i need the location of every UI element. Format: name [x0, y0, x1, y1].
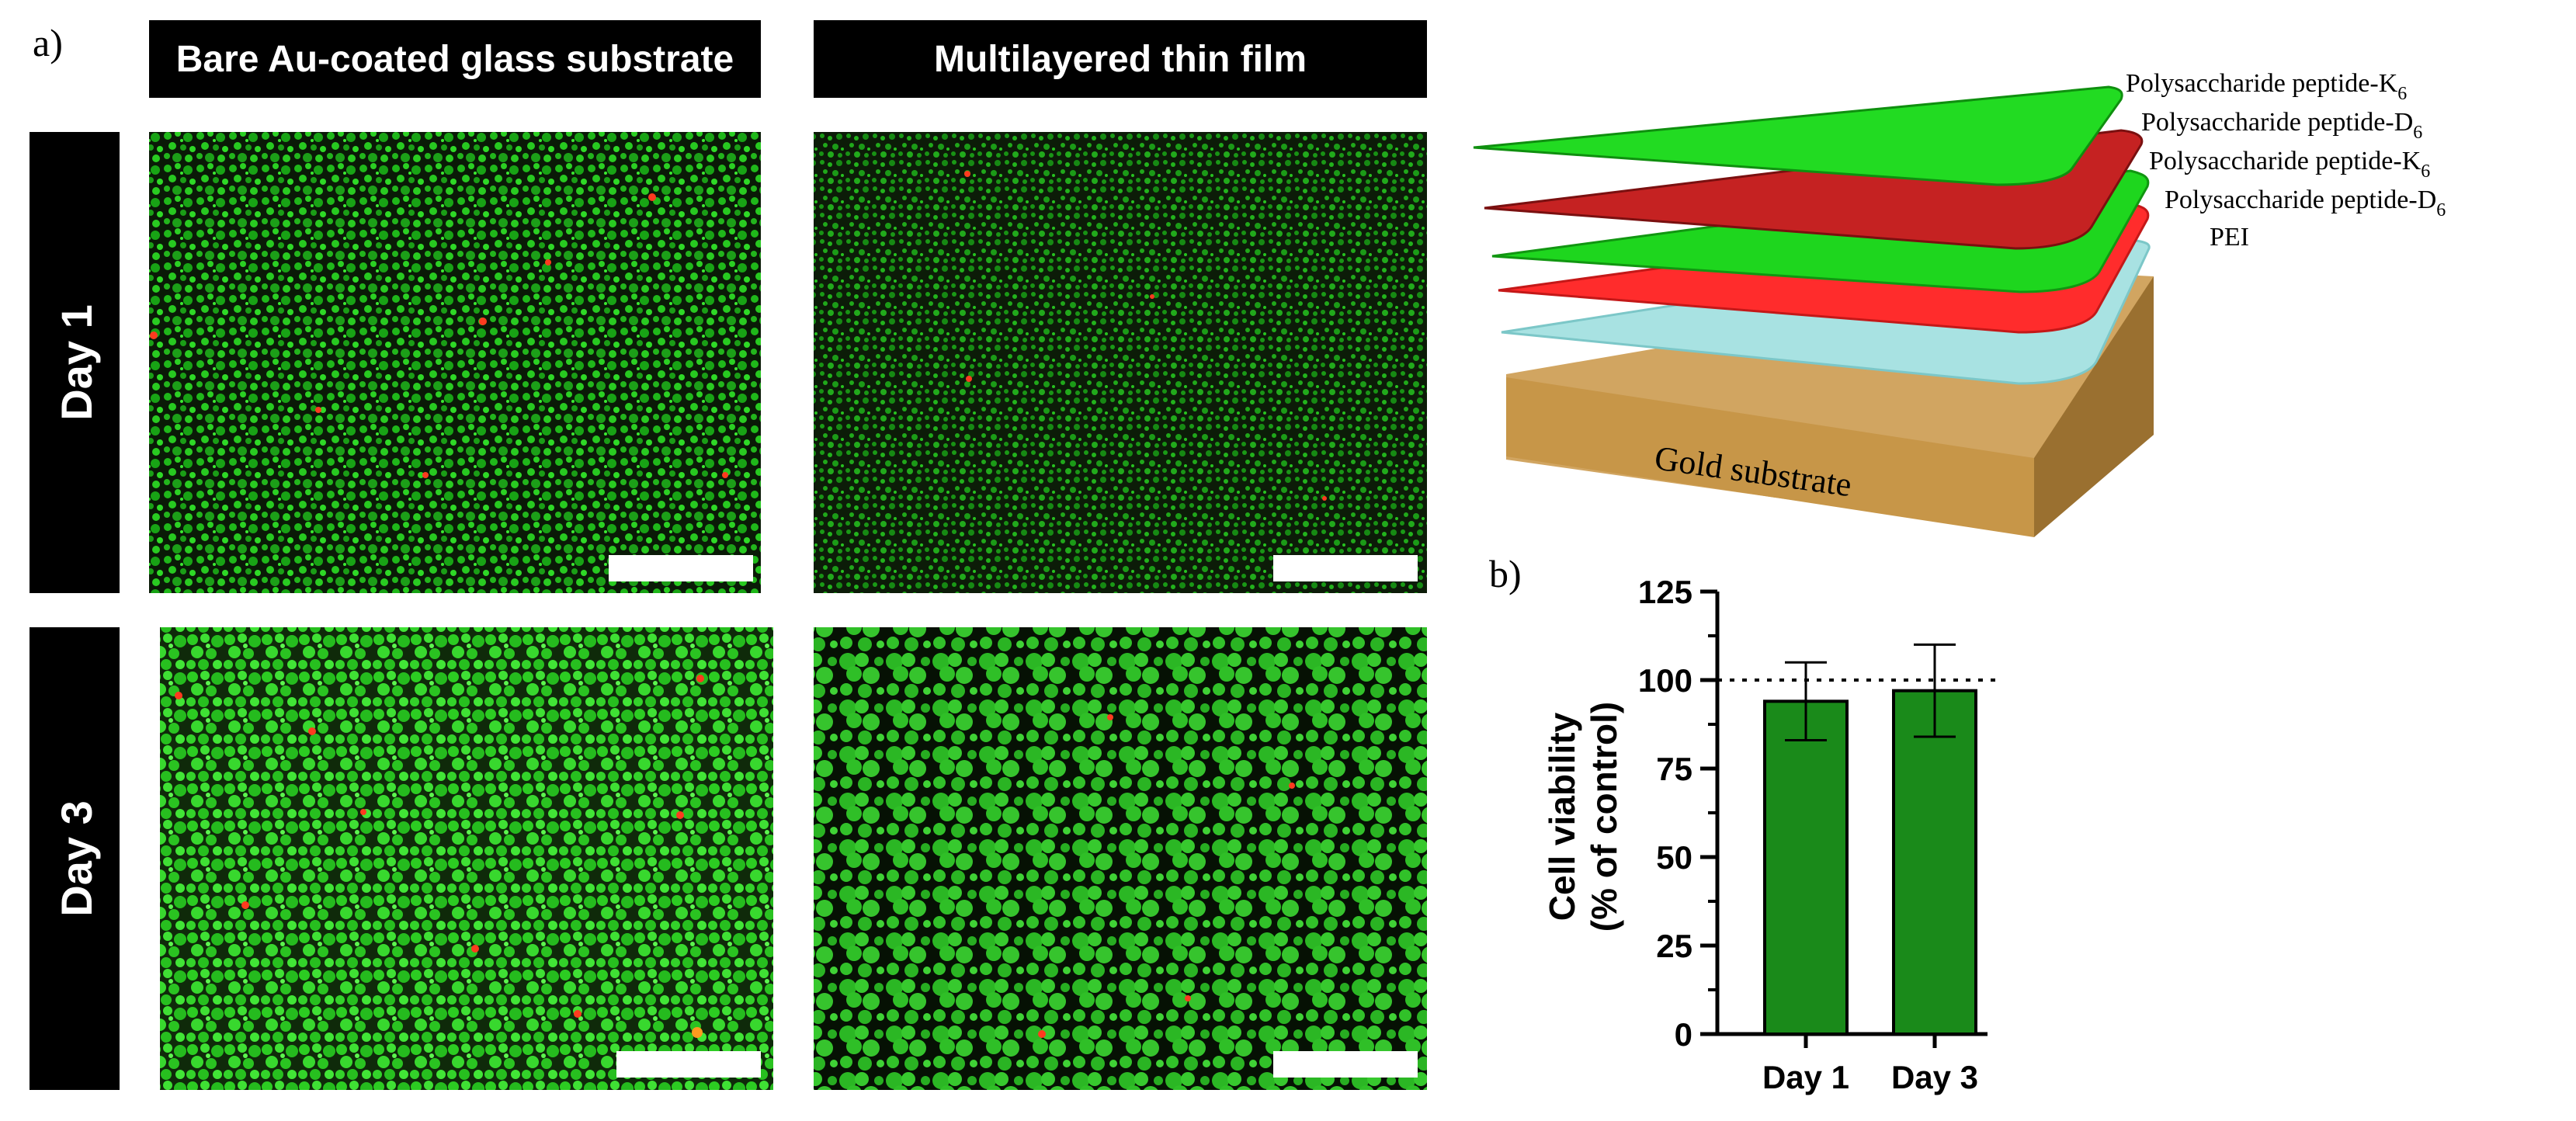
- y-ticks: 0 25 50 75 100 125: [1638, 574, 1717, 1053]
- row-header-day3: Day 3: [30, 627, 120, 1090]
- y-tick-label: 75: [1656, 751, 1692, 787]
- x-tick-label: Day 3: [1891, 1059, 1978, 1095]
- row-header-day1-label: Day 1: [52, 304, 101, 420]
- bar: [1892, 689, 1977, 1036]
- row-header-day3-label: Day 3: [52, 800, 101, 916]
- bar: [1763, 699, 1849, 1036]
- column-header-bare: Bare Au-coated glass substrate: [149, 20, 761, 98]
- micrograph-day3-bare: [160, 627, 773, 1090]
- layer-schematic: Gold substrate: [1473, 85, 2154, 537]
- micrograph-day3-multilayer: [814, 627, 1427, 1090]
- row-header-day1: Day 1: [30, 132, 120, 593]
- column-header-multilayer-label: Multilayered thin film: [934, 39, 1307, 80]
- layer-label-3: Polysaccharide peptide-K6: [2149, 147, 2430, 182]
- column-header-multilayer: Multilayered thin film: [814, 20, 1427, 98]
- y-tick-label: 25: [1656, 928, 1692, 964]
- y-axis-title-line1: Cell viability: [1542, 712, 1582, 921]
- micrograph-day1-multilayer: [814, 132, 1427, 593]
- bar-chart: 0 25 50 75 100 125 Day 1 Day 3 Cell viability …: [1542, 574, 2003, 1095]
- panel-b-label: b): [1489, 552, 1522, 595]
- layer-k6-top: [1473, 85, 2123, 186]
- layer-label-5: PEI: [2210, 223, 2249, 252]
- x-tick-labels: Day 1 Day 3: [1762, 1034, 1978, 1095]
- panel-a-label: a): [33, 21, 63, 64]
- layer-label-2: Polysaccharide peptide-D6: [2141, 108, 2422, 143]
- layer-labels: Polysaccharide peptide-K6 Polysaccharide…: [2126, 69, 2446, 252]
- y-tick-label: 0: [1675, 1016, 1692, 1053]
- scale-bar: [1273, 555, 1418, 581]
- scale-bar: [1273, 1051, 1418, 1078]
- scale-bar: [609, 555, 753, 581]
- layer-label-4: Polysaccharide peptide-D6: [2165, 186, 2446, 220]
- y-tick-label: 125: [1638, 574, 1692, 610]
- scale-bar: [616, 1051, 761, 1078]
- y-tick-label: 50: [1656, 839, 1692, 876]
- x-tick-label: Day 1: [1762, 1059, 1849, 1095]
- y-tick-label: 100: [1638, 662, 1692, 699]
- bars: [1763, 643, 1977, 1036]
- column-header-bare-label: Bare Au-coated glass substrate: [176, 39, 734, 80]
- y-axis-title: Cell viability (% of control): [1542, 702, 1624, 932]
- y-axis-title-line2: (% of control): [1584, 702, 1624, 932]
- micrograph-day1-bare: [149, 132, 761, 593]
- layer-label-1: Polysaccharide peptide-K6: [2126, 69, 2407, 104]
